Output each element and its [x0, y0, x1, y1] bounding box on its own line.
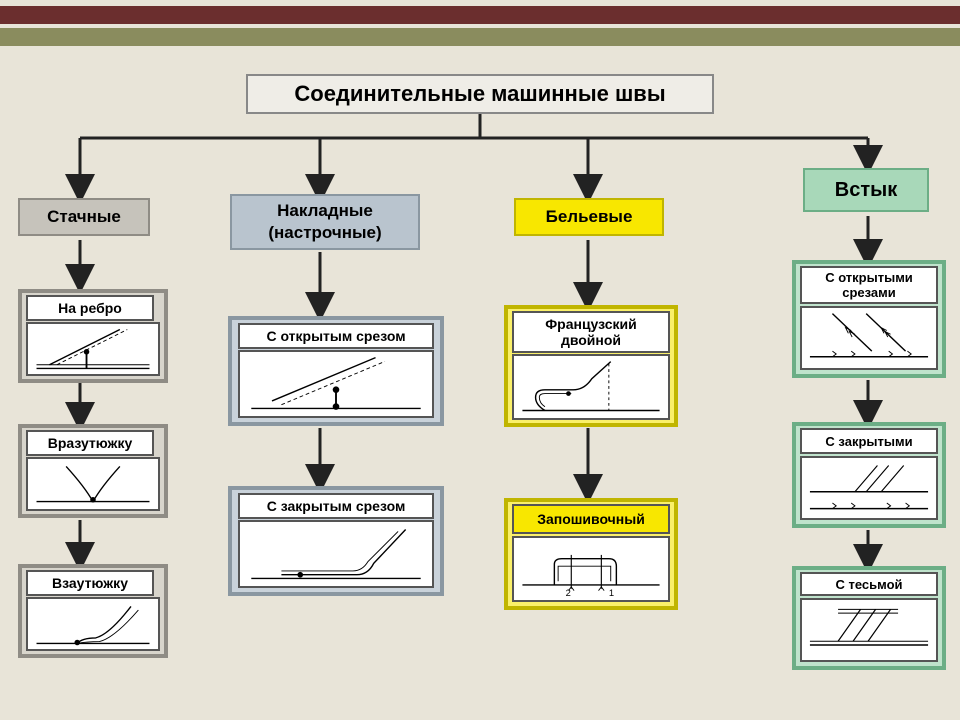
illus-vrazutyuzhku: [26, 457, 160, 511]
label-french: Французский двойной: [512, 311, 670, 353]
label-closed-edges: С закрытыми: [800, 428, 938, 454]
illus-otkrytym: [238, 350, 434, 418]
title-box: Соединительные машинные швы: [246, 74, 714, 114]
decorative-top-bars: [0, 0, 960, 48]
cat-vstyk-label: Встык: [835, 177, 897, 203]
label-tesma: С тесьмой: [800, 572, 938, 596]
label-zakrytym: С закрытым срезом: [238, 493, 434, 519]
bar-olive: [0, 28, 960, 46]
cat-stachnye: Стачные: [18, 198, 150, 236]
title-text: Соединительные машинные швы: [294, 80, 665, 109]
label-vrazutyuzhku: Вразутюжку: [26, 430, 154, 456]
cat-nakladnye-label: Накладные (настрочные): [268, 200, 381, 244]
label-narebro: На ребро: [26, 295, 154, 321]
illus-vzautyuzhku: [26, 597, 160, 651]
illus-closed-edges: [800, 456, 938, 520]
illus-tesma: [800, 598, 938, 662]
illus-zaposhiv: 21: [512, 536, 670, 602]
label-zaposhiv: Запошивочный: [512, 504, 670, 534]
cat-vstyk: Встык: [803, 168, 929, 212]
illus-french: [512, 354, 670, 420]
cat-belevye-label: Бельевые: [546, 206, 633, 228]
label-open-edges: С открытыми срезами: [800, 266, 938, 304]
cat-stachnye-label: Стачные: [47, 206, 121, 228]
svg-text:1: 1: [609, 587, 614, 598]
illus-open-edges: [800, 306, 938, 370]
cat-nakladnye: Накладные (настрочные): [230, 194, 420, 250]
illus-narebro: [26, 322, 160, 376]
cat-belevye: Бельевые: [514, 198, 664, 236]
label-vzautyuzhku: Взаутюжку: [26, 570, 154, 596]
illus-zakrytym: [238, 520, 434, 588]
label-otkrytym: С открытым срезом: [238, 323, 434, 349]
bar-maroon: [0, 6, 960, 24]
